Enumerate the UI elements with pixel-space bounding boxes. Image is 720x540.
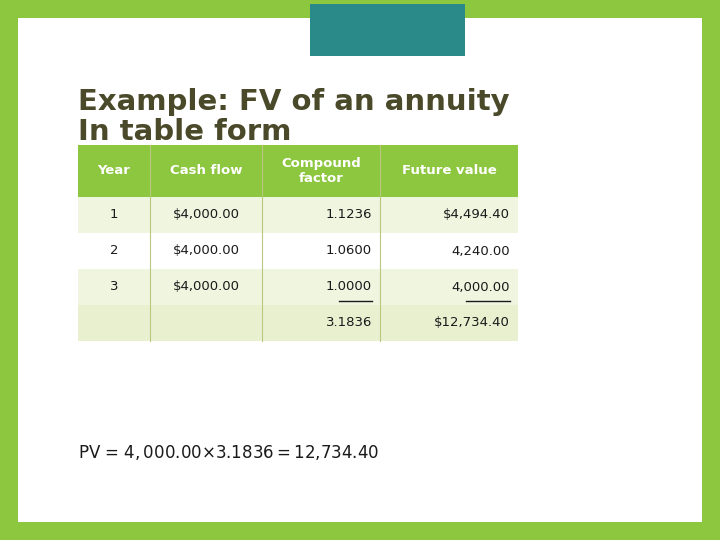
Text: 4,000.00: 4,000.00 bbox=[451, 280, 510, 294]
Text: 1.1236: 1.1236 bbox=[325, 208, 372, 221]
FancyBboxPatch shape bbox=[78, 233, 518, 269]
FancyBboxPatch shape bbox=[78, 269, 518, 305]
FancyBboxPatch shape bbox=[310, 4, 465, 56]
Text: $4,000.00: $4,000.00 bbox=[173, 208, 240, 221]
Text: 1.0000: 1.0000 bbox=[326, 280, 372, 294]
Text: 1: 1 bbox=[109, 208, 118, 221]
Text: $4,494.40: $4,494.40 bbox=[443, 208, 510, 221]
Text: 3: 3 bbox=[109, 280, 118, 294]
FancyBboxPatch shape bbox=[78, 197, 518, 233]
Text: $4,000.00: $4,000.00 bbox=[173, 280, 240, 294]
FancyBboxPatch shape bbox=[18, 18, 702, 522]
Text: 4,240.00: 4,240.00 bbox=[451, 245, 510, 258]
Text: In table form: In table form bbox=[78, 118, 292, 146]
FancyBboxPatch shape bbox=[78, 305, 518, 341]
Text: $4,000.00: $4,000.00 bbox=[173, 245, 240, 258]
Text: Compound
factor: Compound factor bbox=[281, 157, 361, 185]
Text: 1.0600: 1.0600 bbox=[326, 245, 372, 258]
Text: Future value: Future value bbox=[402, 165, 496, 178]
Text: 2: 2 bbox=[109, 245, 118, 258]
Text: Year: Year bbox=[98, 165, 130, 178]
Text: Cash flow: Cash flow bbox=[170, 165, 242, 178]
Text: $12,734.40: $12,734.40 bbox=[434, 316, 510, 329]
FancyBboxPatch shape bbox=[78, 145, 518, 197]
Text: 3.1836: 3.1836 bbox=[325, 316, 372, 329]
Text: PV = $4,000.00 × 3.1836 = $12,734.40: PV = $4,000.00 × 3.1836 = $12,734.40 bbox=[78, 442, 379, 462]
Text: Example: FV of an annuity: Example: FV of an annuity bbox=[78, 88, 510, 116]
